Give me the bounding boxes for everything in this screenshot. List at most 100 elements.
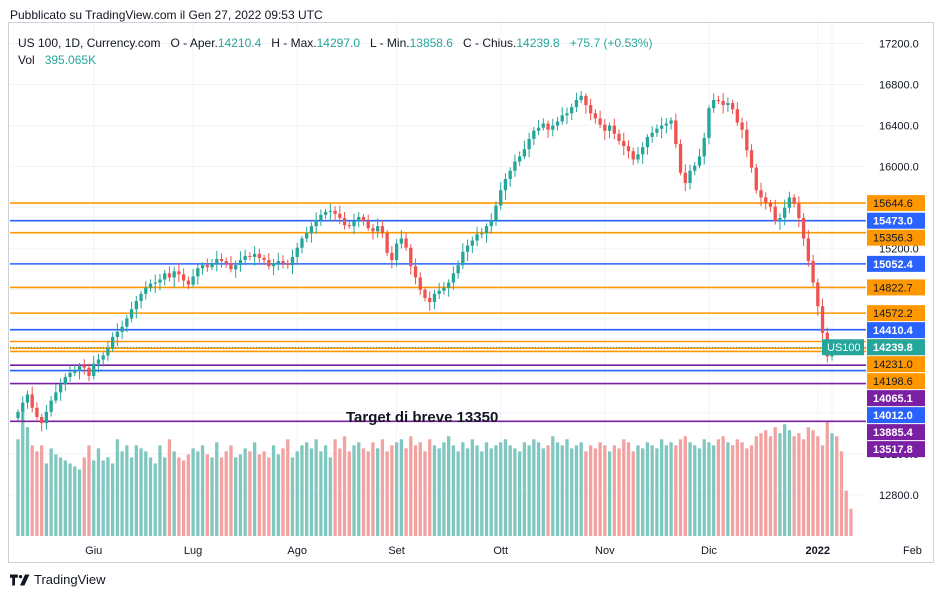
volume-bar <box>447 436 451 536</box>
volume-bar <box>276 454 280 536</box>
candle-body <box>219 258 224 262</box>
volume-bar <box>801 439 806 536</box>
volume-bar <box>560 445 564 536</box>
candle-body <box>262 257 266 261</box>
price-tag-label: 13517.8 <box>873 444 913 456</box>
candle-body <box>716 99 721 101</box>
volume-bar <box>385 451 389 536</box>
candle-body <box>49 400 53 412</box>
volume-bar <box>248 451 252 536</box>
y-tick-label: 15200.0 <box>879 244 919 256</box>
candle-body <box>215 258 219 264</box>
candle-body <box>40 416 44 424</box>
volume-bar <box>352 445 356 536</box>
candle-body <box>792 197 796 204</box>
candle-body <box>404 238 408 248</box>
volume-bar <box>551 436 555 536</box>
legend-vol-value: 395.065K <box>44 53 97 67</box>
volume-bar <box>115 439 120 536</box>
candle-body <box>290 256 295 266</box>
candle-body <box>196 268 200 277</box>
candle-body <box>636 154 640 160</box>
price-tag-label: 14572.2 <box>873 308 913 320</box>
volume-bar <box>390 445 394 536</box>
price-tag <box>867 305 925 322</box>
candle-body <box>418 277 422 290</box>
volume-bar <box>271 445 276 536</box>
candle-body <box>25 394 30 403</box>
candle-body <box>432 293 437 303</box>
symbol-tag <box>822 339 864 356</box>
candle-body <box>669 120 673 124</box>
candle-body <box>186 280 191 285</box>
candle-body <box>816 282 820 307</box>
candle-body <box>35 407 39 417</box>
candle-body <box>390 252 394 261</box>
candle-body <box>210 263 214 268</box>
x-tick-label: Lug <box>184 545 202 557</box>
candle-body <box>541 123 545 128</box>
volume-bar <box>830 433 834 536</box>
volume-bar <box>664 445 669 536</box>
legend-low-label: L - Min. <box>370 36 410 50</box>
volume-bar <box>428 439 432 536</box>
volume-bar <box>361 448 366 536</box>
volume-bar <box>849 508 853 536</box>
candle-body <box>480 233 484 235</box>
volume-bar <box>797 433 801 536</box>
candle-body <box>465 245 470 252</box>
candle-body <box>319 214 323 220</box>
candle-body <box>801 217 806 239</box>
y-tick-label: 16400.0 <box>879 121 919 133</box>
candle-body <box>376 226 380 232</box>
candle-body <box>276 261 280 264</box>
candle-body <box>234 265 238 270</box>
candle-body <box>338 213 342 218</box>
volume-bar <box>418 442 422 536</box>
volume-bar <box>565 439 569 536</box>
candle-body <box>144 287 148 294</box>
candle-body <box>205 265 209 268</box>
last-price-label: 14239.8 <box>873 342 913 354</box>
price-tag <box>867 322 925 339</box>
candle-body <box>252 253 257 257</box>
volume-bar <box>163 457 167 536</box>
volume-bar <box>484 442 489 536</box>
footer-brand[interactable]: TradingView <box>34 572 106 587</box>
volume-bar <box>693 445 697 536</box>
candle-body <box>110 336 115 349</box>
candle-body <box>92 363 96 376</box>
candle-body <box>409 247 413 267</box>
candle-body <box>707 108 711 138</box>
legend-open-value: 14210.4 <box>217 36 262 50</box>
volume-bar <box>101 460 105 536</box>
candle-body <box>371 228 375 232</box>
candle-body <box>688 170 692 184</box>
volume-bar <box>678 439 683 536</box>
candle-body <box>588 105 593 114</box>
candle-body <box>517 156 522 162</box>
volume-bar <box>631 451 635 536</box>
volume-bar <box>191 448 195 536</box>
candle-body <box>555 121 560 126</box>
candle-body <box>730 103 735 110</box>
volume-bar <box>148 457 153 536</box>
volume-bar <box>768 436 773 536</box>
candle-body <box>560 115 564 122</box>
volume-bar <box>96 448 101 536</box>
price-tag-label: 14198.6 <box>873 376 913 388</box>
volume-bar <box>811 430 815 536</box>
candle-body <box>77 365 82 371</box>
ohlc-legend: US 100, 1D, Currency.com O - Aper.14210.… <box>18 35 652 69</box>
candle-body <box>522 149 527 157</box>
candle-body <box>243 255 247 261</box>
volume-bar <box>120 451 124 536</box>
y-tick-label: 16800.0 <box>879 80 919 92</box>
volume-bar <box>167 439 172 536</box>
candle-body <box>650 132 654 137</box>
candle-body <box>305 233 309 239</box>
price-tag <box>867 390 925 407</box>
candle-body <box>342 217 347 226</box>
price-tag-label: 14012.0 <box>873 410 913 422</box>
